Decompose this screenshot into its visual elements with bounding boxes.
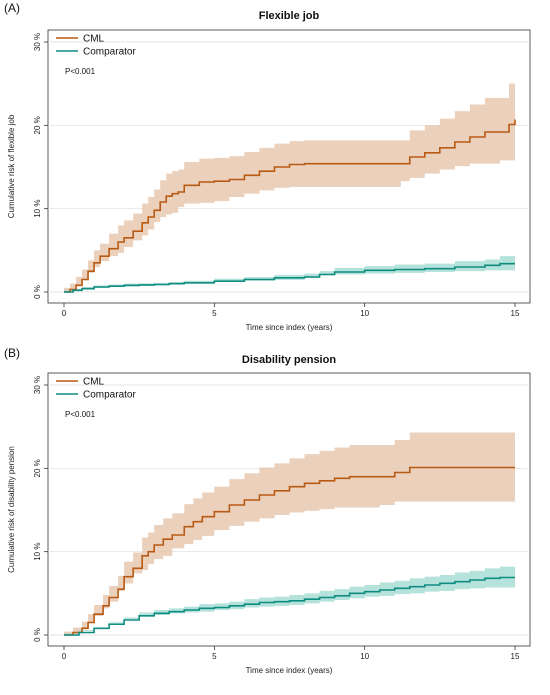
x-axis-label: Time since index (years)	[246, 666, 333, 675]
legend-label-comparator: Comparator	[83, 47, 136, 58]
p-value-annotation: P<0.001	[65, 410, 96, 419]
plot-area: 0 % 10 % 20 % 30 % 0 5 10 15	[33, 372, 531, 661]
y-tick-label: 20 %	[33, 116, 42, 134]
legend-label-cml: CML	[83, 377, 105, 388]
x-tick-label: 10	[360, 309, 369, 318]
y-tick-label: 0 %	[33, 285, 42, 299]
x-tick-label: 5	[212, 309, 217, 318]
x-tick-label: 0	[62, 309, 67, 318]
series-line-cml	[64, 466, 515, 636]
panel-label: (A)	[4, 1, 20, 15]
y-tick-label: 30 %	[33, 33, 42, 51]
series-line-comparator	[64, 576, 515, 636]
chart-title: Disability pension	[242, 354, 336, 366]
x-tick-label: 10	[360, 652, 369, 661]
series-line-cml	[64, 119, 516, 293]
y-tick-label: 10 %	[33, 543, 42, 561]
y-axis-label: Cumulative risk of disability pension	[7, 446, 16, 573]
legend	[56, 380, 78, 395]
legend	[56, 37, 78, 52]
chart-title: Flexible job	[259, 10, 320, 22]
panel-a: 0 % 10 % 20 % 30 % 0 5 10 15 (A) Flexible job T…	[4, 1, 531, 332]
panel-b: 0 % 10 % 20 % 30 % 0 5 10 15 (B) Disability pen…	[4, 346, 531, 675]
y-tick-label: 20 %	[33, 459, 42, 477]
p-value-annotation: P<0.001	[65, 67, 96, 76]
plot-area: 0 % 10 % 20 % 30 % 0 5 10 15	[33, 29, 531, 318]
y-tick-label: 0 %	[33, 628, 42, 642]
ci-band-cml	[64, 432, 515, 635]
y-axis-label: Cumulative risk of flexible job	[7, 114, 16, 218]
x-tick-label: 15	[511, 309, 520, 318]
legend-label-cml: CML	[83, 34, 105, 45]
series-line-comparator	[64, 262, 515, 293]
ci-band-cml	[64, 77, 515, 292]
panel-label: (B)	[4, 346, 20, 360]
legend-label-comparator: Comparator	[83, 390, 136, 401]
y-tick-label: 10 %	[33, 200, 42, 218]
x-tick-label: 15	[511, 652, 520, 661]
y-tick-label: 30 %	[33, 376, 42, 394]
x-tick-label: 5	[212, 652, 217, 661]
x-tick-label: 0	[62, 652, 67, 661]
x-axis-label: Time since index (years)	[246, 323, 333, 332]
